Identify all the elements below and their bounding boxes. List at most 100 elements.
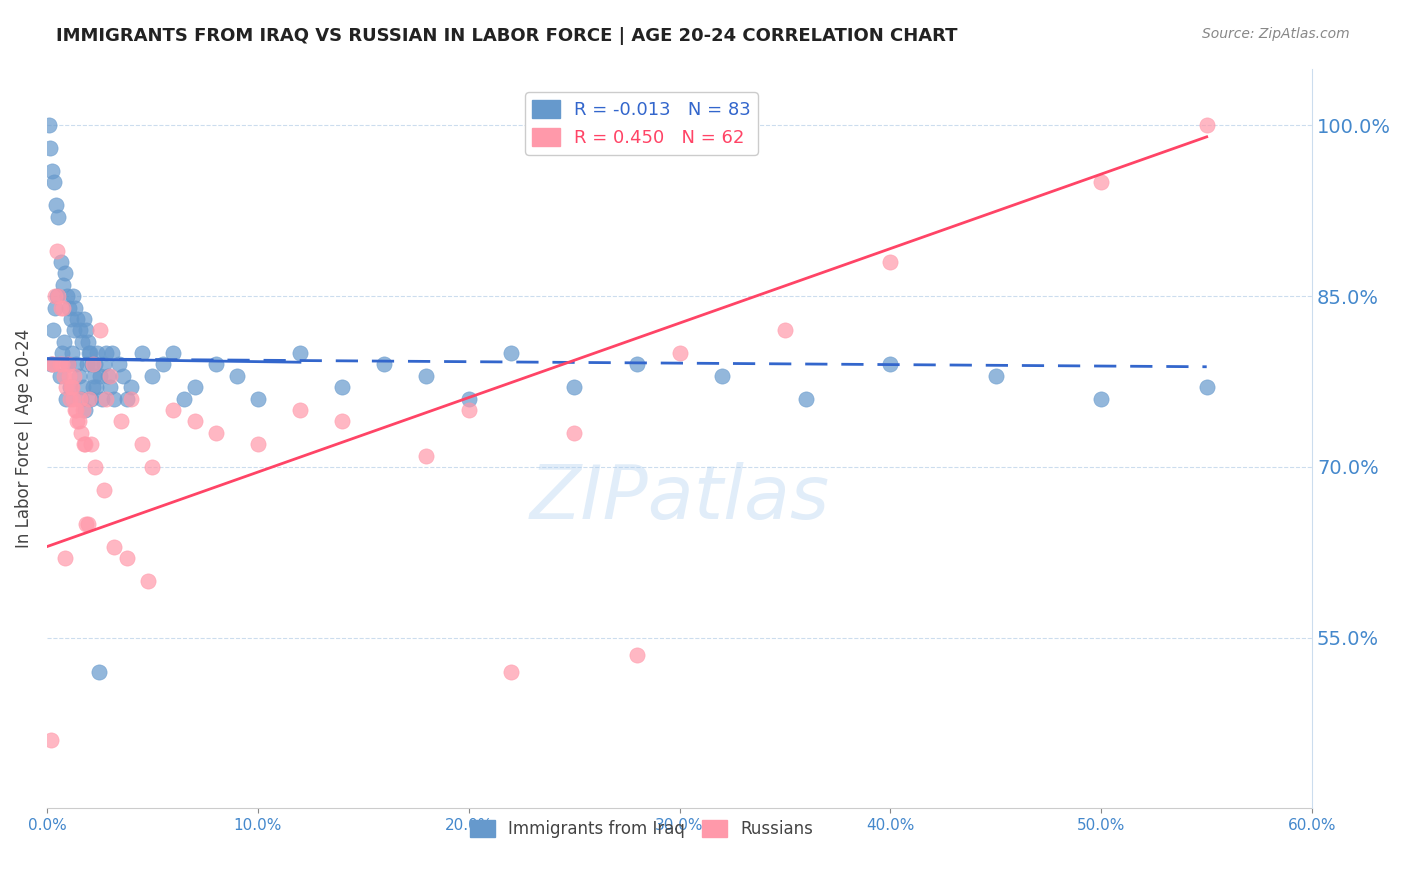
Point <box>46 244 69 258</box>
Point <box>131 346 153 360</box>
Point <box>80 392 103 406</box>
Point <box>48 289 70 303</box>
Point <box>73 437 96 451</box>
Point <box>45 198 67 212</box>
Point <box>66 312 89 326</box>
Point <box>773 323 796 337</box>
Text: ZIPatlas: ZIPatlas <box>530 462 830 533</box>
Point <box>65 358 87 372</box>
Point <box>115 392 138 406</box>
Point <box>73 403 96 417</box>
Point <box>84 459 107 474</box>
Point <box>39 358 62 372</box>
Point <box>52 368 75 383</box>
Point <box>120 392 142 406</box>
Point <box>152 358 174 372</box>
Point <box>65 403 87 417</box>
Point <box>141 368 163 383</box>
Point <box>97 368 120 383</box>
Point <box>44 289 66 303</box>
Point <box>56 358 79 372</box>
Point <box>70 334 93 349</box>
Point <box>66 414 89 428</box>
Point <box>76 358 98 372</box>
Point <box>107 358 129 372</box>
Point <box>83 368 105 383</box>
Point <box>90 392 112 406</box>
Point <box>82 358 104 372</box>
Point <box>330 380 353 394</box>
Point <box>67 414 90 428</box>
Point <box>44 301 66 315</box>
Point <box>48 210 70 224</box>
Point <box>49 301 72 315</box>
Point <box>562 425 585 440</box>
Point <box>49 255 72 269</box>
Point <box>62 392 84 406</box>
Point <box>136 574 159 588</box>
Point <box>115 551 138 566</box>
Point <box>225 368 247 383</box>
Point <box>38 119 60 133</box>
Point <box>794 392 817 406</box>
Text: IMMIGRANTS FROM IRAQ VS RUSSIAN IN LABOR FORCE | AGE 20-24 CORRELATION CHART: IMMIGRANTS FROM IRAQ VS RUSSIAN IN LABOR… <box>56 27 957 45</box>
Point <box>1195 380 1218 394</box>
Point <box>373 358 395 372</box>
Point <box>415 368 437 383</box>
Point <box>89 323 111 337</box>
Point <box>42 358 65 372</box>
Point <box>69 425 91 440</box>
Point <box>162 346 184 360</box>
Point <box>53 267 76 281</box>
Point <box>75 323 97 337</box>
Point <box>103 392 125 406</box>
Point <box>98 380 121 394</box>
Point <box>120 380 142 394</box>
Point <box>77 346 100 360</box>
Point <box>42 323 65 337</box>
Point <box>94 392 117 406</box>
Point <box>93 483 115 497</box>
Point <box>80 437 103 451</box>
Point <box>60 380 83 394</box>
Text: Source: ZipAtlas.com: Source: ZipAtlas.com <box>1202 27 1350 41</box>
Point <box>246 392 269 406</box>
Point <box>72 403 94 417</box>
Point <box>55 380 77 394</box>
Point <box>69 323 91 337</box>
Point <box>162 403 184 417</box>
Y-axis label: In Labor Force | Age 20-24: In Labor Force | Age 20-24 <box>15 329 32 548</box>
Point <box>51 358 73 372</box>
Point <box>58 301 80 315</box>
Point <box>111 368 134 383</box>
Point <box>499 665 522 679</box>
Point <box>103 540 125 554</box>
Point <box>879 358 901 372</box>
Point <box>73 312 96 326</box>
Point <box>39 141 62 155</box>
Point <box>58 368 80 383</box>
Point <box>86 346 108 360</box>
Point <box>65 403 87 417</box>
Point <box>93 358 115 372</box>
Point <box>52 301 75 315</box>
Point <box>1090 175 1112 189</box>
Point <box>626 358 648 372</box>
Point <box>131 437 153 451</box>
Point <box>204 425 226 440</box>
Point <box>183 414 205 428</box>
Point <box>73 437 96 451</box>
Point <box>101 346 124 360</box>
Point <box>39 733 62 747</box>
Point <box>87 665 110 679</box>
Point <box>59 380 82 394</box>
Point <box>82 380 104 394</box>
Point <box>63 323 86 337</box>
Point <box>89 368 111 383</box>
Point <box>52 334 75 349</box>
Point <box>59 392 82 406</box>
Point <box>75 516 97 531</box>
Point <box>173 392 195 406</box>
Point <box>415 449 437 463</box>
Point <box>69 392 91 406</box>
